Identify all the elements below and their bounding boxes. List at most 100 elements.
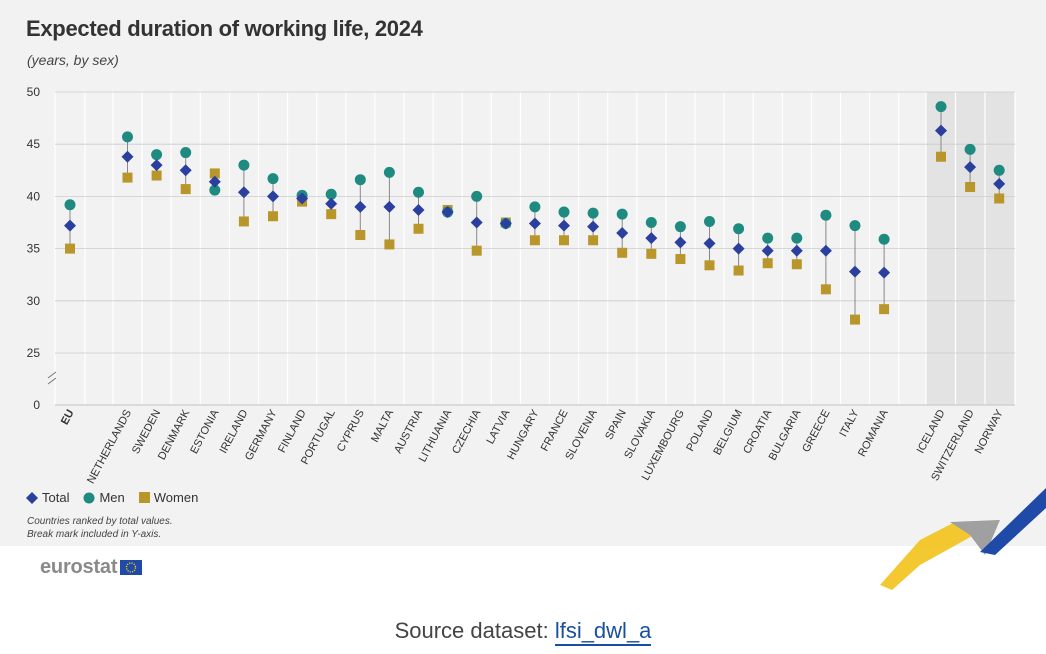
men-point [558, 206, 570, 218]
women-point [791, 259, 802, 270]
x-tick-label: NETHERLANDS [85, 408, 134, 486]
legend-label-men: Men [99, 490, 125, 505]
x-tick-label: NORWAY [973, 407, 1006, 456]
women-point [559, 235, 569, 246]
women-point [238, 216, 249, 227]
x-tick-label: EU [59, 408, 77, 427]
x-tick-label: MALTA [369, 407, 396, 444]
women-point [529, 235, 540, 246]
total-point [935, 124, 947, 137]
x-tick-label: FRANCE [539, 408, 571, 454]
women-point [326, 209, 337, 220]
y-tick-label: 40 [27, 189, 41, 203]
y-tick-label: 45 [27, 137, 41, 151]
total-point [208, 175, 221, 188]
y-tick-label: 0 [33, 398, 40, 412]
total-point [732, 242, 745, 255]
total-point [790, 244, 803, 257]
total-point [237, 186, 250, 199]
total-point [150, 159, 163, 172]
men-point [762, 232, 774, 244]
x-tick-label: ESTONIA [188, 407, 221, 456]
men-point [674, 221, 686, 233]
legend-item-women: Women [138, 490, 199, 505]
source-dataset-link[interactable]: lfsi_dwl_a [554, 618, 652, 646]
women-point [850, 314, 860, 325]
women-point [209, 168, 220, 179]
total-point [383, 200, 396, 213]
chart-panel: Expected duration of working life, 2024 … [0, 0, 1046, 546]
men-point [471, 190, 483, 202]
total-point [993, 177, 1006, 190]
men-point [383, 166, 395, 178]
women-point [151, 170, 162, 181]
total-point [819, 244, 832, 257]
women-point [965, 182, 976, 193]
x-tick-label: BELGIUM [711, 408, 745, 457]
women-point [471, 245, 482, 256]
total-point [296, 192, 309, 205]
men-point [122, 131, 133, 143]
men-point [645, 217, 657, 228]
circle-icon [83, 492, 95, 503]
x-tick-label: LATVIA [484, 407, 512, 446]
men-point [820, 209, 832, 221]
men-point [238, 159, 250, 171]
diamond-icon [26, 491, 38, 504]
total-point [528, 217, 541, 230]
total-point [441, 206, 454, 219]
legend-item-men: Men [83, 490, 125, 505]
chart-notes: Countries ranked by total values. Break … [27, 515, 173, 541]
legend-label-women: Women [153, 490, 199, 505]
women-point [180, 184, 191, 195]
men-point [878, 233, 890, 245]
men-point [733, 223, 745, 235]
total-point [325, 197, 338, 210]
x-tick-label: GREECE [800, 408, 832, 455]
legend-label-total: Total [42, 490, 70, 505]
men-point [325, 188, 337, 200]
total-point [354, 200, 367, 213]
total-point [64, 219, 76, 232]
total-point [674, 236, 687, 249]
eurostat-logo: eurostat [40, 556, 143, 579]
total-point [964, 161, 977, 174]
women-point [384, 239, 395, 250]
y-tick-label: 50 [27, 85, 41, 99]
total-point [616, 226, 629, 239]
men-point [993, 164, 1005, 176]
chart-subtitle: (years, by sex) [27, 52, 119, 68]
women-point [413, 223, 424, 234]
x-tick-label: CYPRUS [335, 408, 367, 454]
note-ranking: Countries ranked by total values. [27, 516, 173, 527]
men-point [704, 215, 715, 227]
women-point [994, 193, 1005, 204]
men-point [935, 101, 947, 113]
total-point [849, 265, 861, 278]
decorative-ribbon-icon [880, 488, 1046, 590]
women-point [646, 248, 657, 259]
women-point [675, 254, 686, 265]
legend: Total Men Women [26, 490, 212, 505]
men-point [413, 186, 424, 198]
men-point [964, 143, 976, 155]
total-point [121, 150, 134, 163]
women-point [355, 230, 366, 241]
x-tick-label: ITALY [837, 407, 861, 439]
men-point [529, 201, 541, 213]
x-tick-label: ICELAND [915, 408, 948, 456]
women-point [268, 211, 278, 222]
total-point [587, 220, 600, 233]
men-point [209, 184, 221, 196]
total-point [179, 164, 192, 177]
men-point [180, 147, 192, 159]
women-point [936, 151, 946, 162]
men-point [267, 173, 279, 185]
x-tick-label: IRELAND [218, 408, 251, 456]
men-point [354, 174, 366, 186]
x-tick-label: AUSTRIA [392, 407, 425, 455]
women-point [820, 284, 831, 295]
women-point [879, 304, 890, 315]
total-point [645, 232, 658, 245]
